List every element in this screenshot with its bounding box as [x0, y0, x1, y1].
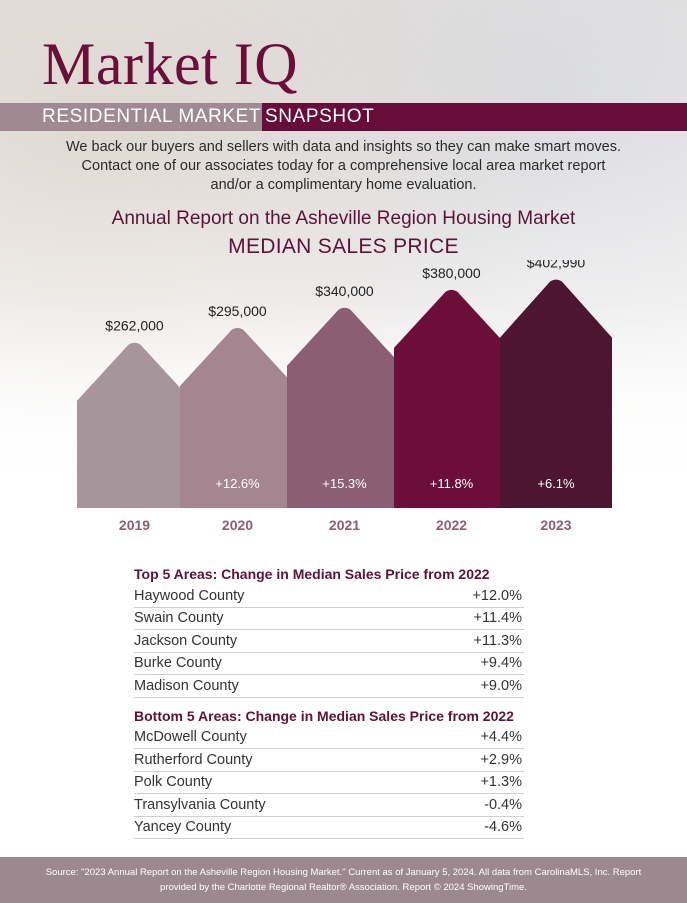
banner-right-label: SNAPSHOT	[265, 106, 375, 127]
snapshot-banner: RESIDENTIAL MARKET SNAPSHOT	[0, 103, 687, 131]
intro-line: Contact one of our associates today for …	[81, 158, 606, 174]
x-tick-label: 2023	[540, 517, 571, 533]
bar-2020	[180, 327, 295, 508]
area-change: +2.9%	[480, 751, 522, 768]
banner-right: SNAPSHOT	[262, 103, 687, 131]
intro-line: and/or a complimentary home evaluation.	[210, 177, 477, 193]
footer-line: provided by the Charlotte Regional Realt…	[160, 882, 527, 893]
median-price-chart: $262,000 2019 $295,000 +12.6% 2020 $340,000 +1…	[77, 260, 612, 533]
value-label: $340,000	[315, 283, 374, 299]
area-change: -4.6%	[484, 819, 522, 836]
area-change: +9.0%	[480, 677, 522, 694]
area-name: Haywood County	[134, 587, 245, 604]
table-row: Yancey County -4.6%	[134, 817, 524, 839]
area-name: Yancey County	[134, 819, 232, 836]
intro-line: We back our buyers and sellers with data…	[65, 139, 622, 155]
source-footer: Source: "2023 Annual Report on the Ashev…	[0, 857, 687, 903]
bar-2022	[394, 289, 509, 508]
area-name: Jackson County	[134, 632, 238, 649]
bar-2023	[500, 279, 612, 508]
footer-line: Source: "2023 Annual Report on the Ashev…	[45, 867, 642, 878]
banner-left: RESIDENTIAL MARKET	[0, 103, 262, 131]
change-label: +15.3%	[322, 476, 367, 491]
change-label: +6.1%	[537, 476, 575, 491]
area-name: Swain County	[134, 610, 224, 627]
area-change: +12.0%	[472, 587, 522, 604]
bottom-areas-table: McDowell County +4.4% Rutherford County +2.…	[134, 727, 524, 839]
table-row: Haywood County +12.0%	[134, 585, 524, 608]
table-row: Burke County +9.4%	[134, 653, 524, 675]
x-tick-label: 2020	[222, 517, 253, 533]
area-name: Polk County	[134, 774, 213, 791]
table-row: Rutherford County +2.9%	[134, 749, 524, 772]
x-tick-label: 2022	[436, 517, 467, 533]
value-label: $262,000	[105, 318, 164, 334]
x-tick-label: 2019	[119, 517, 150, 533]
change-label: +11.8%	[430, 476, 474, 491]
area-name: Rutherford County	[134, 751, 253, 768]
top-areas-heading: Top 5 Areas: Change in Median Sales Pric…	[134, 566, 490, 582]
table-row: Polk County +1.3%	[134, 772, 524, 794]
area-name: Burke County	[134, 655, 222, 672]
table-row: Madison County +9.0%	[134, 675, 524, 698]
report-subtitle: Annual Report on the Asheville Region Ho…	[111, 208, 576, 229]
area-change: -0.4%	[484, 796, 522, 813]
area-change: +1.3%	[480, 774, 522, 791]
area-name: Transylvania County	[134, 796, 266, 813]
table-row: McDowell County +4.4%	[134, 727, 524, 749]
area-change: +4.4%	[480, 729, 522, 746]
value-label: $295,000	[208, 303, 267, 319]
banner-left-label: RESIDENTIAL MARKET	[42, 106, 262, 127]
area-change: +9.4%	[480, 655, 522, 672]
area-change: +11.3%	[473, 632, 522, 649]
area-change: +11.4%	[473, 610, 522, 627]
top-areas-table: Haywood County +12.0% Swain County +11.4% Ja…	[134, 585, 524, 698]
area-tables: Top 5 Areas: Change in Median Sales Pric…	[134, 566, 524, 839]
value-label: $380,000	[422, 265, 481, 281]
table-row: Transylvania County -0.4%	[134, 794, 524, 817]
bar-2021	[287, 307, 402, 508]
table-row: Swain County +11.4%	[134, 608, 524, 630]
bar-2019	[77, 342, 192, 508]
table-row: Jackson County +11.3%	[134, 630, 524, 653]
page-title: Market IQ	[42, 31, 299, 97]
value-label: $402,990	[527, 260, 586, 271]
area-name: McDowell County	[134, 729, 247, 746]
chart-title: MEDIAN SALES PRICE	[228, 235, 459, 258]
change-label: +12.6%	[215, 476, 260, 491]
intro-text: We back our buyers and sellers with data…	[40, 138, 647, 195]
bottom-areas-heading: Bottom 5 Areas: Change in Median Sales P…	[134, 707, 514, 724]
area-name: Madison County	[134, 677, 239, 694]
x-tick-label: 2021	[329, 517, 360, 533]
